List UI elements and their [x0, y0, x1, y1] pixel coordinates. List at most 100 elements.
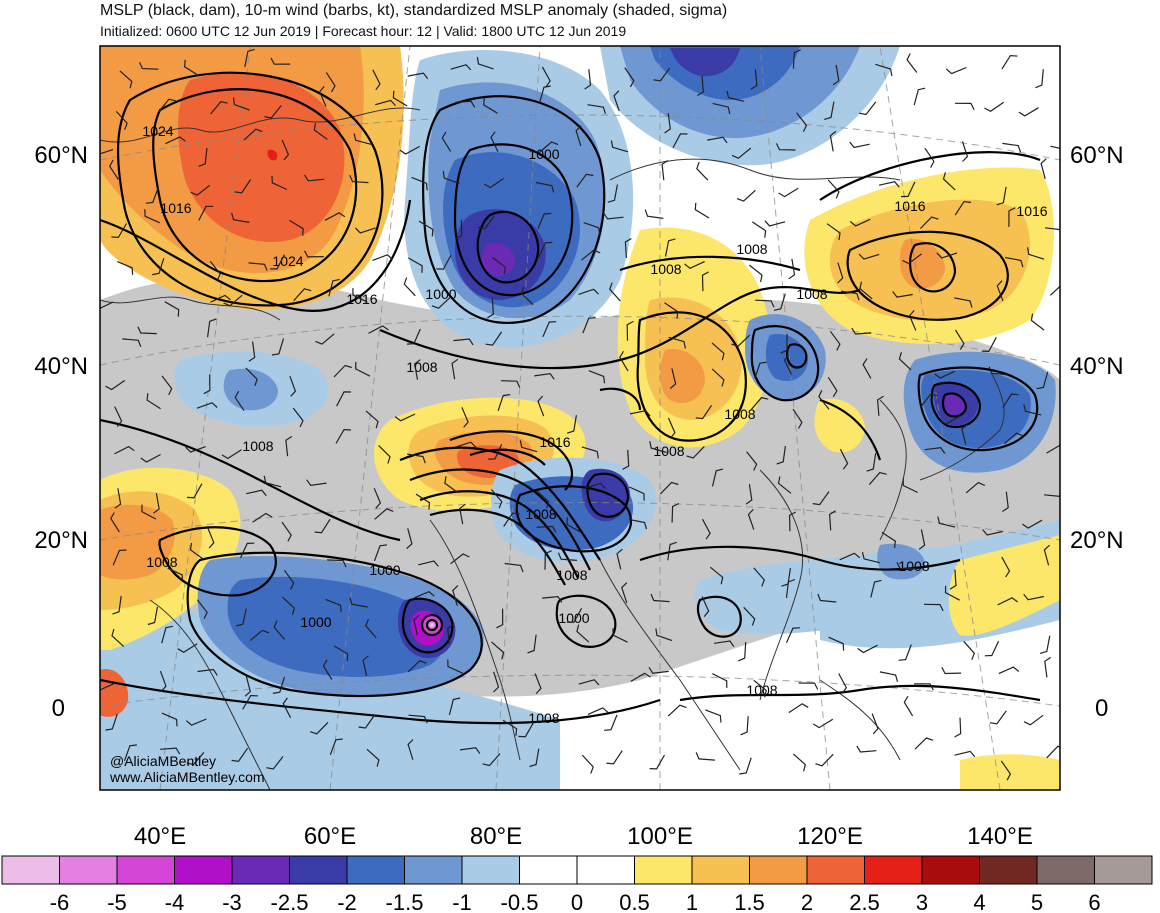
wind-barb	[1002, 393, 1019, 408]
wind-barb	[244, 48, 255, 68]
wind-barb	[824, 101, 835, 120]
wind-barb	[161, 625, 174, 644]
wind-barb	[451, 358, 459, 380]
contour-label: 1008	[146, 554, 177, 570]
wind-barb	[270, 254, 285, 270]
wind-barb	[407, 660, 427, 673]
wind-barb	[374, 508, 394, 520]
wind-barb	[319, 86, 327, 107]
wind-barb	[283, 569, 295, 590]
wind-barb	[731, 147, 752, 159]
wind-barb	[739, 757, 752, 775]
wind-barb	[788, 703, 809, 714]
wind-barb	[234, 390, 245, 412]
wind-barb	[862, 358, 872, 379]
wind-barb	[937, 516, 956, 528]
wind-barb	[362, 655, 369, 677]
wind-barb	[919, 216, 939, 229]
wind-barb	[535, 181, 555, 193]
wind-barb	[436, 254, 452, 270]
wind-barb	[984, 640, 1000, 657]
wind-barb	[626, 320, 634, 341]
wind-barb	[365, 410, 379, 429]
wind-barb	[487, 298, 495, 319]
wind-barb	[246, 489, 267, 497]
wind-barb	[203, 374, 211, 395]
colorbar-swatch	[116, 855, 175, 885]
wind-barb	[333, 364, 352, 378]
colorbar-swatch	[289, 855, 348, 885]
wind-barb	[244, 675, 251, 697]
wind-barb	[754, 361, 767, 379]
wind-barb	[322, 659, 333, 680]
wind-barb	[736, 189, 756, 202]
wind-barb	[1050, 145, 1060, 149]
wind-barb	[164, 301, 180, 317]
wind-barb	[1043, 544, 1051, 566]
colorbar-tick-label: 1	[686, 890, 698, 913]
wind-barb	[207, 527, 215, 549]
wind-barb	[483, 97, 498, 114]
lat-label: 60°N	[34, 142, 88, 169]
wind-barb	[335, 428, 352, 444]
colorbar-tick-label: 0	[571, 890, 583, 913]
wind-barb	[557, 552, 578, 561]
colorbar-swatch	[806, 855, 865, 885]
wind-barb	[965, 481, 986, 494]
colorbar-swatch	[174, 855, 233, 885]
wind-barb	[616, 548, 623, 570]
wind-barb	[832, 64, 840, 86]
colorbar-tick-label: 1.5	[734, 890, 765, 913]
wind-barb	[745, 484, 753, 505]
wind-barb	[903, 695, 914, 717]
wind-barb	[849, 218, 871, 227]
wind-barb	[746, 451, 758, 471]
wind-barb	[775, 143, 796, 151]
wind-barb	[355, 361, 371, 377]
wind-barb	[365, 619, 377, 639]
wind-barb	[1000, 760, 1012, 781]
wind-barb	[328, 278, 340, 297]
wind-barbs	[100, 48, 1060, 781]
wind-barb	[749, 264, 763, 283]
wind-barb	[671, 502, 680, 523]
wind-barb	[394, 413, 416, 422]
wind-barb	[949, 569, 957, 590]
contour-label: 1024	[272, 253, 303, 269]
wind-barb	[613, 90, 620, 112]
wind-barb	[407, 739, 414, 760]
wind-barb	[731, 334, 751, 347]
wind-barb	[537, 212, 552, 229]
wind-barb	[114, 445, 135, 455]
wind-barb	[354, 227, 376, 234]
contour-label: 1016	[160, 200, 191, 216]
wind-barb	[442, 171, 460, 184]
wind-barb	[137, 326, 157, 335]
wind-barb	[145, 187, 159, 204]
colorbar-tick-label: -2	[337, 890, 357, 913]
wind-barb	[875, 63, 893, 77]
wind-barb	[653, 67, 671, 82]
wind-barb	[629, 486, 645, 501]
credit-handle: @AliciaMBentley	[110, 753, 216, 769]
wind-barb	[289, 219, 304, 236]
wind-barb	[538, 241, 553, 258]
wind-barb	[336, 391, 352, 407]
wind-barb	[493, 671, 500, 693]
wind-barb	[281, 521, 292, 542]
wind-barb	[839, 448, 849, 470]
wind-barb	[1002, 491, 1009, 512]
wind-barb	[534, 372, 555, 380]
wind-barb	[325, 72, 336, 93]
wind-barb	[619, 350, 629, 372]
contour-label: 1000	[300, 614, 331, 630]
wind-barb	[701, 271, 709, 292]
contour-label: 1024	[142, 123, 173, 139]
wind-barb	[859, 281, 873, 300]
wind-barb	[358, 714, 376, 729]
wind-barb	[459, 503, 466, 525]
wind-barb	[1023, 714, 1044, 726]
contour-label: 1000	[528, 146, 559, 162]
wind-barb	[519, 440, 538, 453]
wind-barb	[185, 446, 206, 453]
